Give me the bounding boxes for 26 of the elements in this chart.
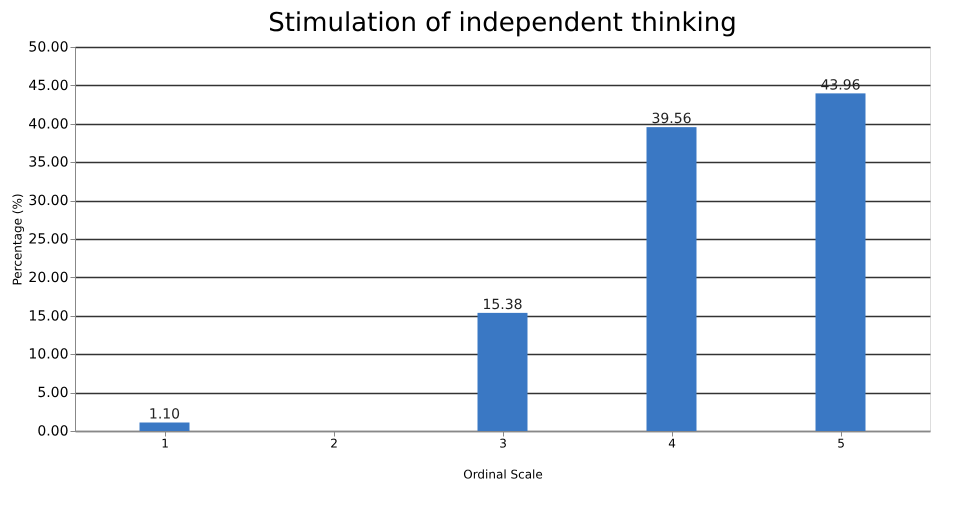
y-tick-label: 50.00 — [28, 40, 68, 56]
data-label: 15.38 — [482, 296, 523, 313]
y-tick-label: 25.00 — [28, 232, 68, 248]
y-tick-label: 10.00 — [28, 346, 68, 363]
y-axis-title: Percentage (%) — [10, 193, 24, 286]
y-tick-label: 45.00 — [28, 78, 68, 94]
x-tick-label: 5 — [837, 436, 845, 450]
bar — [816, 93, 866, 431]
x-tick-label: 3 — [499, 436, 507, 450]
x-tick-label: 1 — [161, 436, 169, 450]
y-tick-label: 35.00 — [28, 154, 68, 171]
data-label: 39.56 — [651, 111, 692, 128]
y-tick-label: 20.00 — [28, 270, 68, 286]
x-tick-label: 2 — [330, 436, 338, 450]
x-axis-title: Ordinal Scale — [463, 468, 543, 482]
x-tick-label: 4 — [668, 436, 676, 450]
bar — [140, 422, 190, 431]
bar — [478, 312, 528, 431]
y-tick-label: 0.00 — [37, 424, 68, 440]
y-tick-label: 5.00 — [37, 385, 68, 402]
y-tick-label: 15.00 — [28, 308, 68, 324]
data-label: 1.10 — [148, 406, 180, 423]
chart-title: Stimulation of independent thinking — [268, 8, 737, 38]
y-tick-label: 40.00 — [28, 116, 68, 132]
bar — [646, 127, 696, 431]
y-tick-label: 30.00 — [28, 193, 68, 210]
